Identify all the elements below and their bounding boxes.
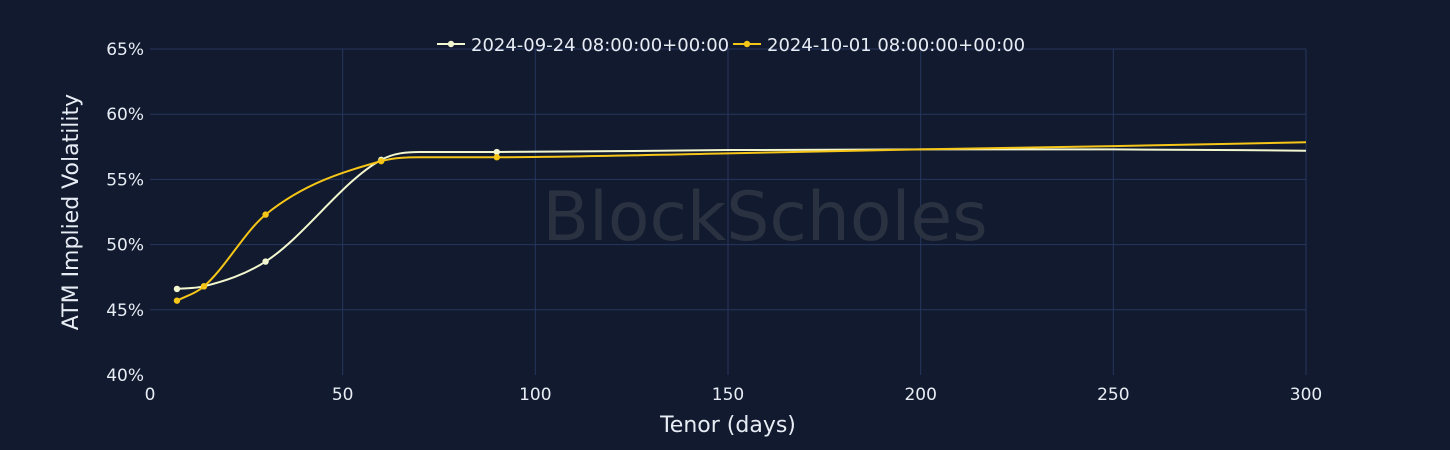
- legend-swatch-marker: [743, 40, 751, 48]
- series-layer: [173, 141, 1307, 304]
- data-point[interactable]: [200, 283, 208, 290]
- y-tick-label: 45%: [106, 301, 144, 321]
- watermark: BlockScholes: [542, 178, 987, 257]
- x-axis-title: Tenor (days): [659, 413, 796, 438]
- series-2: [173, 141, 1307, 304]
- y-axis-ticks: 40% 45% 50% 55% 60% 65%: [106, 40, 144, 386]
- x-tick-label: 150: [712, 385, 744, 405]
- legend-item-1[interactable]: 2024-09-24 08:00:00+00:00: [437, 35, 729, 56]
- legend-item-2[interactable]: 2024-10-01 08:00:00+00:00: [733, 35, 1025, 56]
- x-tick-label: 200: [904, 385, 936, 405]
- x-tick-label: 50: [332, 385, 354, 405]
- data-point[interactable]: [378, 157, 385, 165]
- y-tick-label: 50%: [106, 236, 144, 256]
- y-tick-label: 65%: [106, 40, 144, 60]
- data-point[interactable]: [173, 297, 181, 304]
- legend-label: 2024-10-01 08:00:00+00:00: [767, 35, 1025, 56]
- y-tick-label: 40%: [106, 366, 144, 386]
- gridlines: [150, 48, 1307, 375]
- y-tick-label: 60%: [106, 105, 144, 125]
- x-tick-label: 250: [1097, 385, 1129, 405]
- legend-label: 2024-09-24 08:00:00+00:00: [471, 35, 729, 56]
- data-point[interactable]: [173, 285, 181, 293]
- x-tick-label: 0: [145, 385, 156, 405]
- data-point[interactable]: [493, 154, 500, 161]
- data-point[interactable]: [493, 148, 500, 156]
- x-tick-label: 100: [519, 385, 551, 405]
- x-axis-ticks: 0 50 100 150 200 250 300: [145, 385, 1323, 405]
- legend-swatch-marker: [447, 40, 455, 48]
- y-tick-label: 55%: [106, 170, 144, 190]
- data-point[interactable]: [262, 258, 269, 265]
- y-axis-title: ATM Implied Volatility: [59, 94, 84, 330]
- legend[interactable]: 2024-09-24 08:00:00+00:00 2024-10-01 08:0…: [437, 35, 1025, 56]
- data-point[interactable]: [262, 211, 269, 218]
- x-tick-label: 300: [1290, 385, 1322, 405]
